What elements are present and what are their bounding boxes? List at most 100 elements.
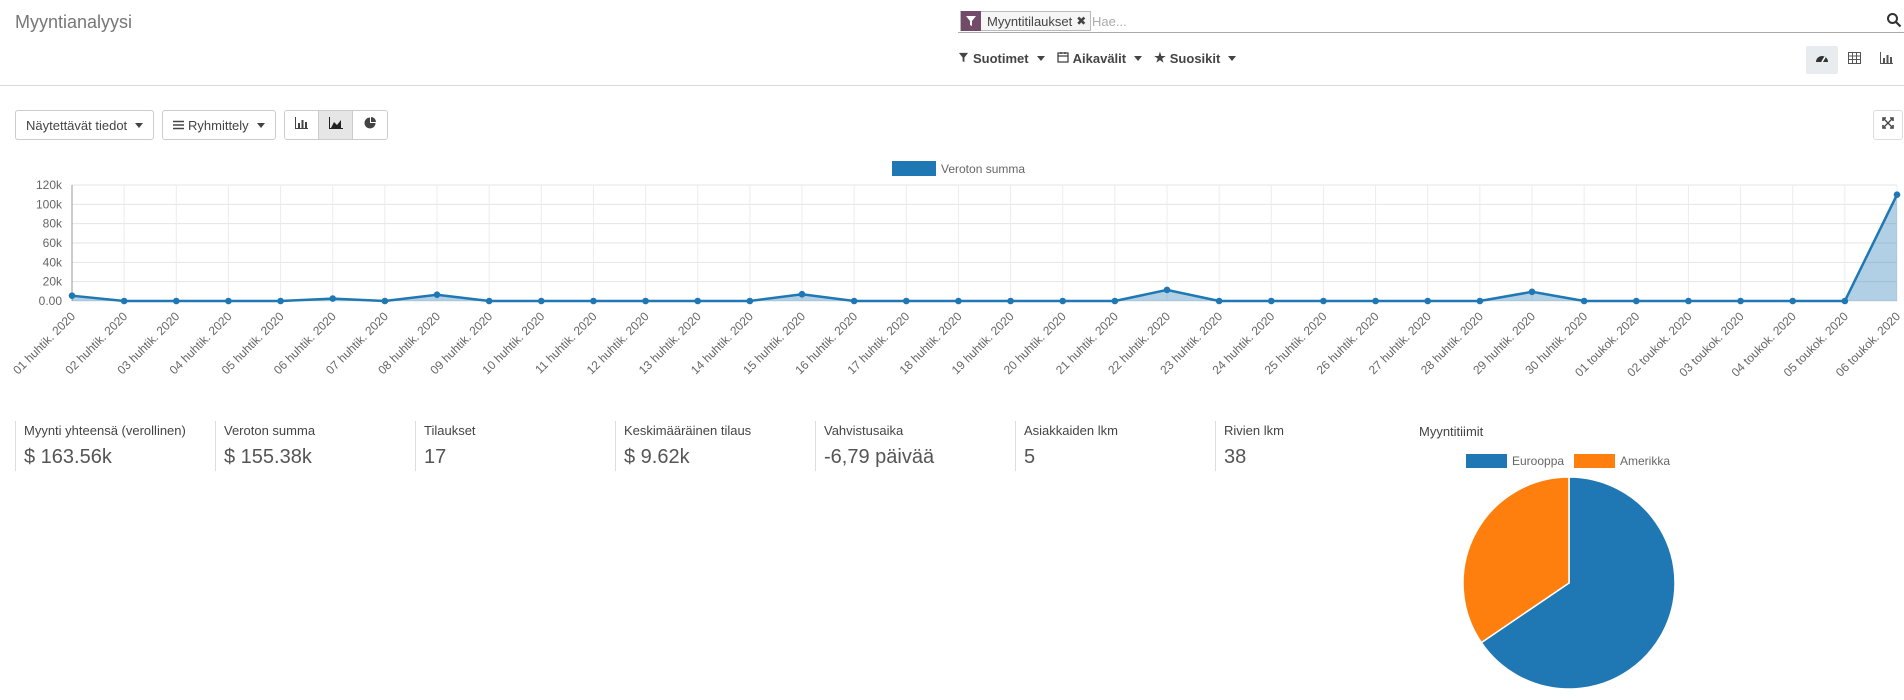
group-by-label: Ryhmittely — [188, 117, 249, 133]
time-ranges-menu[interactable]: Aikavälit — [1056, 50, 1143, 66]
kpi-value: $ 155.38k — [224, 446, 312, 468]
legend-label: Eurooppa — [1512, 454, 1564, 468]
data-point — [1893, 191, 1901, 198]
kpi-label: Keskimääräinen tilaus — [624, 423, 752, 438]
data-point — [1476, 297, 1484, 305]
dashboard-icon — [1815, 51, 1829, 69]
data-point — [1424, 297, 1432, 305]
favorites-menu[interactable]: ★ Suosikit — [1154, 50, 1237, 66]
line-chart: Veroton summa0.0020k40k60k80k100k120k01 … — [10, 161, 1903, 380]
data-point — [120, 297, 128, 305]
graph-view-button[interactable] — [1870, 46, 1902, 74]
kpi-value: $ 163.56k — [24, 446, 112, 468]
legend-swatch — [1466, 454, 1507, 468]
filter-icon — [958, 51, 969, 66]
y-tick-label: 40k — [43, 255, 63, 269]
search-icon[interactable] — [1886, 12, 1902, 33]
kpi-card[interactable]: Veroton summa $ 155.38k — [215, 421, 315, 471]
calendar-icon — [1056, 51, 1069, 66]
filters-menu[interactable]: Suotimet — [958, 50, 1045, 66]
pivot-view-button[interactable] — [1838, 46, 1870, 74]
dashboard-view-button[interactable] — [1806, 46, 1838, 74]
caret-down-icon — [135, 122, 144, 128]
favorites-label: Suosikit — [1169, 50, 1221, 66]
data-point — [798, 290, 806, 298]
group-by-dropdown[interactable]: Ryhmittely — [162, 110, 276, 140]
expand-icon — [1882, 116, 1894, 134]
chart-legend: Veroton summa — [892, 161, 1025, 176]
data-point — [1789, 297, 1797, 305]
data-point — [1841, 297, 1849, 305]
chart-type-group — [284, 110, 388, 140]
bar-chart-button[interactable] — [285, 111, 319, 139]
data-point — [1737, 297, 1744, 305]
data-point — [1580, 297, 1588, 305]
pie-chart: Eurooppa Amerikka — [1462, 454, 1676, 690]
series-area — [72, 194, 1897, 301]
kpi-value: $ 9.62k — [624, 446, 690, 468]
table-icon — [1847, 51, 1861, 69]
data-point — [381, 297, 389, 305]
line-chart-button[interactable] — [319, 111, 353, 139]
kpi-label: Rivien lkm — [1224, 423, 1284, 438]
legend-label: Amerikka — [1620, 454, 1670, 468]
kpi-value: 17 — [424, 446, 447, 468]
data-point — [1685, 297, 1692, 305]
close-icon[interactable]: ✖ — [1076, 14, 1087, 28]
data-point — [433, 291, 441, 299]
kpi-value: 5 — [1024, 446, 1036, 468]
pie-slice — [1462, 476, 1570, 644]
data-point — [1528, 288, 1536, 296]
legend-label: Veroton summa — [941, 162, 1025, 176]
kpi-card[interactable]: Rivien lkm 38 — [1215, 421, 1284, 471]
y-tick-label: 80k — [43, 217, 63, 231]
data-point — [1372, 297, 1379, 305]
kpi-label: Vahvistusaika — [824, 423, 904, 438]
data-point — [277, 297, 284, 305]
pie-slice — [1480, 476, 1676, 690]
kpi-value: 38 — [1224, 446, 1247, 468]
kpi-card[interactable]: Vahvistusaika -6,79 päivää — [815, 421, 934, 471]
expand-button[interactable] — [1873, 110, 1903, 140]
data-point — [955, 297, 962, 305]
view-switcher — [1806, 46, 1902, 74]
pie-chart-button[interactable] — [353, 111, 387, 139]
kpi-label: Asiakkaiden lkm — [1024, 423, 1118, 438]
bar-chart-icon — [295, 116, 308, 134]
caret-down-icon — [1134, 55, 1143, 61]
kpi-card[interactable]: Keskimääräinen tilaus $ 9.62k — [615, 421, 751, 471]
kpi-value: -6,79 päivää — [824, 446, 935, 468]
y-tick-label: 100k — [36, 197, 63, 211]
page-title: Myyntianalyysi — [15, 12, 133, 32]
kpi-card[interactable]: Tilaukset 17 — [415, 421, 476, 471]
legend-swatch — [892, 161, 936, 176]
star-icon: ★ — [1154, 50, 1166, 65]
y-tick-label: 120k — [36, 178, 63, 192]
pie-chart-icon — [364, 116, 376, 134]
data-point — [329, 295, 337, 302]
data-point — [642, 297, 649, 305]
kpi-card[interactable]: Asiakkaiden lkm 5 — [1015, 421, 1118, 471]
area-chart-icon — [328, 116, 343, 134]
facet-label: Myyntitilaukset — [987, 13, 1073, 29]
search-options: Suotimet Aikavälit ★ Suosikit — [958, 50, 1237, 66]
caret-down-icon — [1036, 55, 1045, 61]
search-input[interactable] — [1090, 11, 1870, 31]
data-point — [485, 297, 493, 305]
control-panel: Myyntianalyysi Myyntitilaukset ✖ Suotime… — [0, 0, 1904, 86]
kpi-card[interactable]: Myynti yhteensä (verollinen) $ 163.56k — [15, 421, 186, 471]
data-point — [1267, 297, 1275, 305]
data-point — [590, 297, 597, 305]
caret-down-icon — [256, 122, 265, 128]
data-point — [225, 297, 232, 305]
y-tick-label: 60k — [43, 236, 63, 250]
filters-label: Suotimet — [973, 50, 1029, 66]
kpi-label: Myynti yhteensä (verollinen) — [24, 423, 186, 438]
search-bar: Myyntitilaukset ✖ — [958, 9, 1904, 33]
data-point — [1632, 297, 1640, 305]
pie-chart-title: Myyntitiimit — [1419, 424, 1484, 439]
data-point — [850, 297, 858, 305]
data-point — [1111, 297, 1119, 305]
search-facet[interactable]: Myyntitilaukset ✖ — [960, 11, 1092, 31]
measures-dropdown[interactable]: Näytettävät tiedot — [15, 110, 155, 140]
